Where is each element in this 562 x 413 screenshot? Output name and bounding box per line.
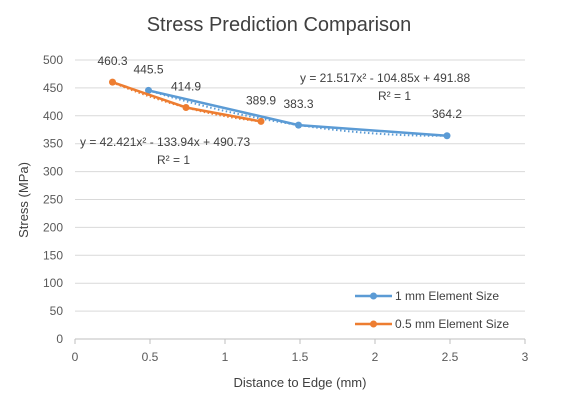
x-tick-label: 2 [372, 350, 379, 364]
x-tick-label: 2.5 [442, 350, 459, 364]
x-tick-label: 0.5 [142, 350, 159, 364]
y-axis-title: Stress (MPa) [16, 162, 31, 238]
gridlines [75, 59, 525, 312]
data-label-1mm: 364.2 [432, 107, 462, 121]
data-series [109, 78, 451, 140]
x-tick-label: 0 [72, 350, 79, 364]
legend-item-0-5mm: 0.5 mm Element Size [355, 317, 509, 331]
y-tick-label: 500 [43, 53, 63, 67]
legend-label-0-5mm: 0.5 mm Element Size [395, 317, 509, 331]
data-point-1mm [443, 132, 451, 140]
y-tick-label: 350 [43, 137, 63, 151]
data-point-1mm [295, 121, 302, 129]
chart-title: Stress Prediction Comparison [147, 14, 412, 36]
y-tick-label: 400 [43, 109, 63, 123]
x-tick-label: 1.5 [292, 350, 309, 364]
x-tick-label: 1 [222, 350, 229, 364]
legend-marker-0-5mm [370, 320, 377, 328]
trendline-equation-0-5mm: y = 42.421x² - 133.94x + 490.73 [80, 135, 250, 149]
y-tick-label: 0 [56, 332, 63, 346]
y-tick-label: 50 [50, 304, 64, 318]
y-tick-label: 100 [43, 276, 63, 290]
data-point-0-5mm [257, 117, 265, 125]
data-label-0-5mm: 460.3 [97, 54, 127, 68]
trendline-r2-0-5mm: R² = 1 [157, 153, 190, 167]
y-tick-label: 250 [43, 193, 63, 207]
axes: 0 50 100 150 200 250 300 350 400 450 500 0 0.5 1 1.5 2 2… [43, 53, 529, 364]
y-tick-label: 300 [43, 165, 63, 179]
data-label-1mm: 383.3 [283, 97, 313, 111]
legend: 1 mm Element Size 0.5 mm Element Size [355, 289, 509, 331]
trendline-0-5mm [112, 81, 262, 123]
y-tick-label: 150 [43, 248, 63, 262]
trendline-r2-1mm: R² = 1 [378, 89, 411, 103]
trendline-equation-1mm: y = 21.517x² - 104.85x + 491.88 [300, 71, 470, 85]
data-point-0-5mm [182, 103, 190, 111]
data-label-0-5mm: 389.9 [246, 93, 276, 107]
data-labels: 445.5 383.3 364.2 460.3 414.9 389.9 [97, 54, 462, 121]
legend-label-1mm: 1 mm Element Size [395, 289, 499, 303]
legend-marker-1mm [370, 292, 377, 300]
x-tick-label: 3 [522, 350, 529, 364]
y-tick-label: 450 [43, 81, 63, 95]
x-axis-title: Distance to Edge (mm) [234, 375, 367, 390]
data-label-0-5mm: 414.9 [171, 79, 201, 93]
data-point-0-5mm [109, 78, 116, 86]
data-point-1mm [145, 86, 152, 94]
y-tick-label: 200 [43, 220, 63, 234]
data-label-1mm: 445.5 [133, 62, 163, 76]
legend-item-1mm: 1 mm Element Size [355, 289, 499, 303]
